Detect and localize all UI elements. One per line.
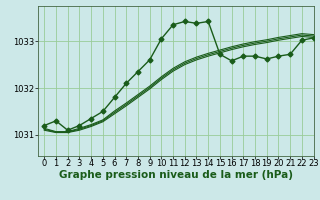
X-axis label: Graphe pression niveau de la mer (hPa): Graphe pression niveau de la mer (hPa): [59, 170, 293, 180]
